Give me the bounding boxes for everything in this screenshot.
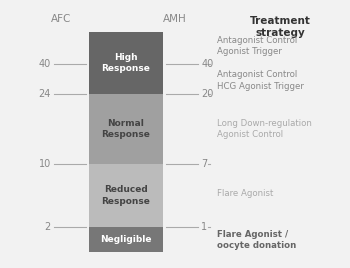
Bar: [89, 164, 163, 227]
Text: Flare Agonist /
oocyte donation: Flare Agonist / oocyte donation: [217, 230, 296, 250]
Text: AMH: AMH: [163, 14, 187, 24]
Text: Long Down-regulation
Agonist Control: Long Down-regulation Agonist Control: [217, 119, 312, 139]
Text: 24: 24: [38, 89, 51, 99]
Text: Normal
Response: Normal Response: [102, 119, 150, 139]
Text: 10: 10: [38, 159, 51, 169]
Text: 1: 1: [201, 222, 207, 232]
Text: 40: 40: [38, 59, 51, 69]
Text: Flare Agonist: Flare Agonist: [217, 189, 273, 198]
Text: Reduced
Response: Reduced Response: [102, 185, 150, 206]
Text: Antagonist Control
HCG Agonist Trigger: Antagonist Control HCG Agonist Trigger: [217, 70, 304, 91]
Text: AFC: AFC: [51, 14, 71, 24]
Text: 20: 20: [201, 89, 213, 99]
Text: 40: 40: [201, 59, 213, 69]
Text: Treatment
strategy: Treatment strategy: [250, 16, 310, 39]
Text: High
Response: High Response: [102, 53, 150, 73]
Text: Antagonist Control
Agonist Trigger: Antagonist Control Agonist Trigger: [217, 36, 297, 57]
Text: Negligible: Negligible: [100, 235, 152, 244]
Bar: [89, 94, 163, 164]
Bar: [89, 32, 163, 94]
Text: 2: 2: [44, 222, 51, 232]
Bar: [89, 227, 163, 252]
Text: 7: 7: [201, 159, 208, 169]
